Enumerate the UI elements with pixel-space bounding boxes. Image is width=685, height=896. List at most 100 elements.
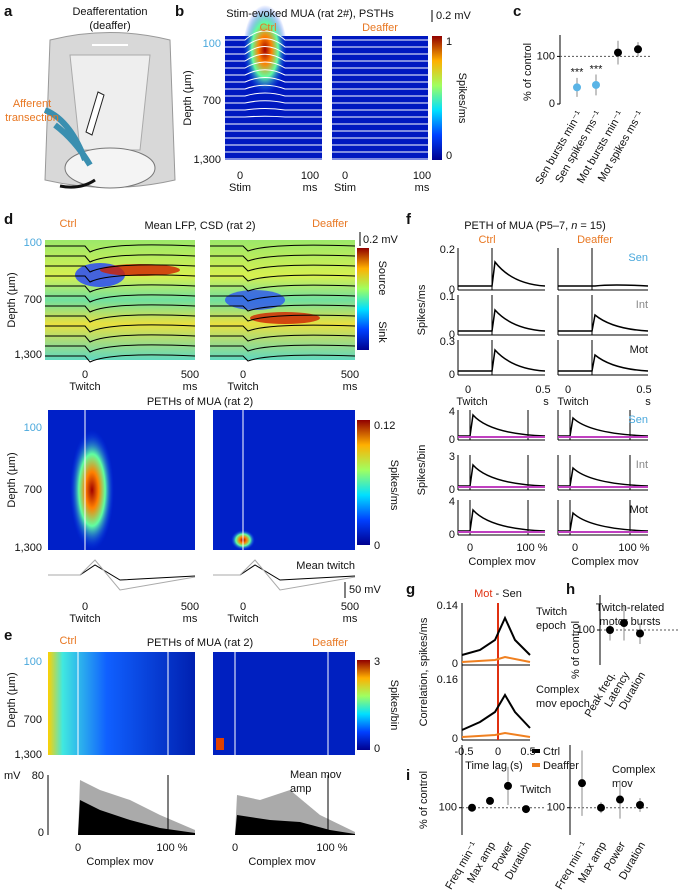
trace <box>210 334 356 342</box>
legend-swatch <box>532 749 540 753</box>
trace <box>45 354 196 363</box>
y-tick-label: 0 <box>449 434 455 446</box>
x-label: Stim <box>334 182 356 194</box>
trace-label: Mean twitch <box>296 560 355 572</box>
dot <box>634 45 642 54</box>
trace <box>225 108 322 111</box>
y-tick-label: 700 <box>203 95 221 107</box>
y-tick-label: 0.1 <box>440 291 455 303</box>
trace <box>458 308 546 332</box>
x-tick-label: 500 <box>181 369 199 381</box>
dot <box>606 626 614 634</box>
trace <box>45 254 196 263</box>
annotation: Afferent <box>13 98 51 110</box>
trace <box>45 244 196 253</box>
heatmap-blob <box>225 290 285 310</box>
dot <box>592 80 600 89</box>
x-tick-label: 0 <box>237 170 243 182</box>
trace <box>45 334 196 343</box>
y-label: Spikes/bin <box>416 445 428 496</box>
title: PETHs of MUA (rat 2) <box>147 396 253 408</box>
title: PETH of MUA (P5–7, n = 15) <box>464 220 606 232</box>
panel-label: c <box>513 3 521 20</box>
trace <box>461 655 531 663</box>
panel-label: g <box>406 581 415 598</box>
x-tick-label: 0 <box>240 369 246 381</box>
panel-label: f <box>406 211 412 228</box>
colorbar-tick: 0 <box>374 540 380 552</box>
scale-label: 0.2 mV <box>363 234 399 246</box>
colorbar <box>432 36 442 160</box>
colorbar <box>357 248 369 350</box>
y-tick-label: 3 <box>449 451 455 463</box>
title: Twitch <box>520 784 551 796</box>
panel-label: i <box>406 767 410 784</box>
x-unit: ms <box>183 381 198 393</box>
trace <box>210 244 356 252</box>
title-part: Mot <box>474 588 492 600</box>
trace <box>458 348 546 372</box>
x-label: Time lag (s) <box>465 760 523 772</box>
trace <box>210 274 356 282</box>
title: Deafferentation <box>72 6 147 18</box>
panel-label: d <box>4 211 13 228</box>
epoch-label: epoch <box>536 620 566 632</box>
colorbar-label: Source <box>376 261 388 296</box>
colorbar <box>357 420 370 545</box>
condition: Deaffer <box>577 234 613 246</box>
heatmap <box>48 652 195 755</box>
y-tick-label: 100 <box>439 802 457 814</box>
trace <box>225 115 322 118</box>
x-tick-label: 0.5 <box>520 746 535 758</box>
trace <box>225 77 322 83</box>
heatmap <box>48 410 195 550</box>
title-part: n <box>571 220 577 232</box>
condition: Ctrl <box>59 218 76 230</box>
y-tick-label: 1,300 <box>14 349 42 361</box>
trace <box>558 416 649 437</box>
y-label: Depth (µm) <box>6 272 18 327</box>
heatmap-blob <box>216 738 224 750</box>
title: Twitch-related <box>596 602 664 614</box>
y-tick-label: 100 <box>24 237 42 249</box>
trace <box>45 344 196 353</box>
dot <box>486 796 494 805</box>
x-unit: s <box>645 396 651 408</box>
x-label: Complex mov <box>248 856 316 868</box>
y-label: Depth (µm) <box>6 452 18 507</box>
nerve <box>43 107 93 167</box>
trace <box>225 84 322 90</box>
annotation: transection <box>5 112 59 124</box>
y-tick-label: 0.14 <box>437 600 458 612</box>
x-tick-label: 0.5 <box>636 384 651 396</box>
epoch-label: Complex <box>536 684 580 696</box>
y-tick-label: 0 <box>449 529 455 541</box>
trace <box>225 38 322 48</box>
scale-label: 50 mV <box>349 584 381 596</box>
trace <box>558 511 649 532</box>
x-tick-label: 100 <box>301 170 319 182</box>
dot <box>522 805 530 814</box>
y-label: Spikes/ms <box>416 284 428 335</box>
y-tick-label: 0 <box>449 484 455 496</box>
panel-label: e <box>4 627 12 644</box>
x-label: Stim <box>229 182 251 194</box>
x-label: Complex mov <box>86 856 154 868</box>
cord-drawing <box>69 54 151 151</box>
heatmap <box>213 410 355 550</box>
amp-area <box>48 800 195 835</box>
x-tick-label: 100 % <box>316 842 347 854</box>
title: PETHs of MUA (rat 2) <box>147 637 253 649</box>
colorbar <box>357 660 370 750</box>
trace <box>45 274 196 283</box>
y-tick-label: 0 <box>449 284 455 296</box>
x-label: Complex mov <box>571 556 639 568</box>
trace <box>225 61 322 69</box>
y-tick-label: 700 <box>24 714 42 726</box>
trace <box>225 92 322 97</box>
trace <box>458 413 546 437</box>
trace <box>210 324 356 332</box>
colorbar-tick: 0 <box>374 743 380 755</box>
x-label: Twitch <box>557 396 588 408</box>
